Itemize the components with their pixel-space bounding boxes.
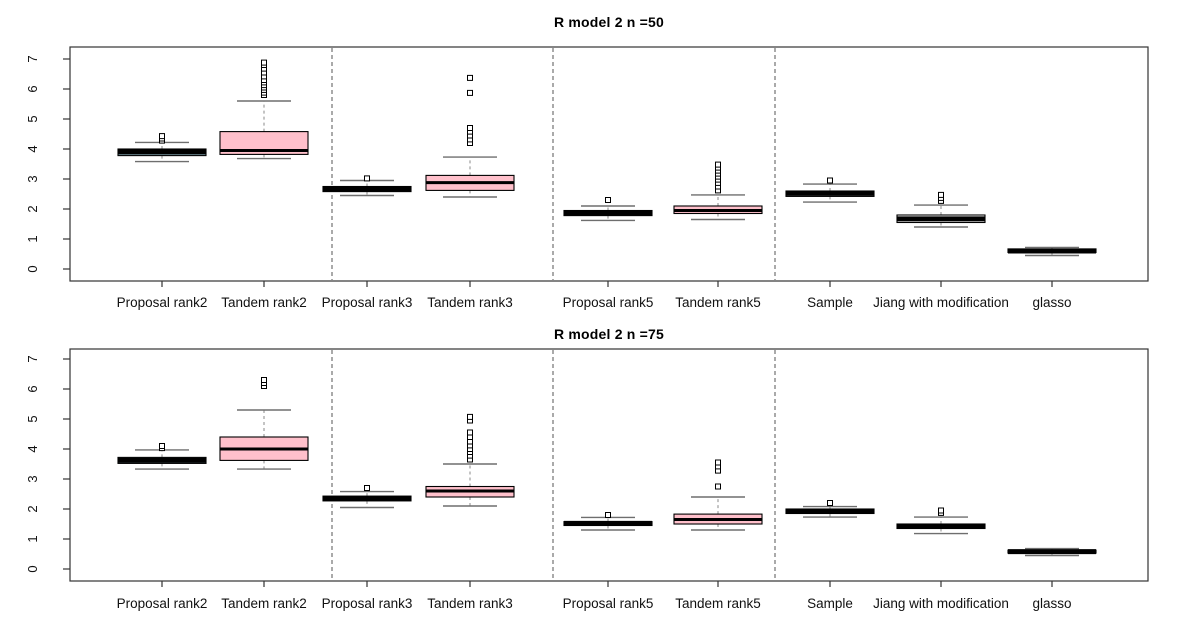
outlier-point [467,89,473,96]
x-category-label: Jiang with modification [873,596,1009,611]
box-proposal-rank2: Proposal rank2 [117,443,208,611]
box-tandem-rank2: Tandem rank2 [219,377,309,611]
outlier-point [715,483,721,490]
x-category-label: Jiang with modification [873,295,1009,310]
y-tick-label: 6 [25,385,40,392]
outlier-point [159,443,165,449]
y-tick-label: 3 [25,175,40,182]
x-category-label: Tandem rank2 [221,596,307,611]
x-category-label: Proposal rank5 [563,596,654,611]
box-tandem-rank3: Tandem rank3 [425,413,515,611]
x-category-label: Tandem rank5 [675,295,761,310]
outlier-point [938,191,944,198]
box-tandem-rank5: Tandem rank5 [673,161,763,310]
y-tick-label: 7 [25,55,40,62]
box-proposal-rank2: Proposal rank2 [117,133,208,310]
plot-border [69,46,1149,282]
y-tick-label: 3 [25,475,40,482]
outlier-point [467,429,473,436]
x-category-label: Tandem rank2 [221,295,307,310]
x-category-label: glasso [1032,295,1071,310]
y-tick-label: 4 [25,445,40,452]
outlier-point [467,74,473,81]
y-tick-label: 6 [25,85,40,92]
y-tick-label: 2 [25,205,40,212]
y-tick-label: 1 [25,535,40,542]
box-glasso: glasso [1007,246,1097,310]
x-category-label: Proposal rank5 [563,295,654,310]
outlier-point [938,507,944,514]
iqr-box [219,131,309,155]
outlier-point [261,377,267,383]
x-category-label: Sample [807,295,853,310]
x-category-label: glasso [1032,596,1071,611]
box-proposal-rank3: Proposal rank3 [322,175,413,310]
box-glasso: glasso [1007,547,1097,611]
box-tandem-rank5: Tandem rank5 [673,459,763,611]
x-category-label: Proposal rank3 [322,295,413,310]
outlier-point [364,485,370,491]
box-tandem-rank3: Tandem rank3 [425,74,515,310]
y-tick-label: 0 [25,265,40,272]
box-jiang-with-modification: Jiang with modification [873,507,1009,611]
plot-border [69,348,1149,582]
box-sample: Sample [785,500,875,611]
outlier-point [159,133,165,140]
x-category-label: Proposal rank2 [117,596,208,611]
x-category-label: Tandem rank5 [675,596,761,611]
x-category-label: Proposal rank3 [322,596,413,611]
x-category-label: Proposal rank2 [117,295,208,310]
box-jiang-with-modification: Jiang with modification [873,191,1009,310]
outlier-point [715,161,721,168]
y-tick-label: 7 [25,355,40,362]
box-tandem-rank2: Tandem rank2 [219,59,309,310]
outlier-point [827,177,833,184]
outlier-point [605,197,611,203]
y-tick-label: 5 [25,115,40,122]
outlier-point [467,125,473,131]
y-tick-label: 0 [25,565,40,572]
plot-title-n75: R model 2 n =75 [554,326,664,342]
outlier-point [605,512,611,518]
plot-title-n50: R model 2 n =50 [554,14,664,30]
y-tick-label: 4 [25,145,40,152]
outlier-point [827,500,833,506]
box-proposal-rank5: Proposal rank5 [563,512,654,611]
y-tick-label: 1 [25,235,40,242]
y-tick-label: 5 [25,415,40,422]
outlier-point [467,413,473,420]
box-sample: Sample [785,177,875,310]
box-proposal-rank5: Proposal rank5 [563,197,654,310]
x-category-label: Tandem rank3 [427,295,513,310]
outlier-point [364,175,370,182]
x-category-label: Tandem rank3 [427,596,513,611]
box-proposal-rank3: Proposal rank3 [322,485,413,611]
x-category-label: Sample [807,596,853,611]
panel-1: 0 1 2 3 4 5 6 7 Proposal rank2 Tandem rank2 Propos… [25,348,1149,611]
outlier-point [261,59,267,66]
panel-0: 0 1 2 3 4 5 6 7 Proposal rank2 Tandem rank2 Propos… [25,46,1149,310]
outlier-point [715,459,721,466]
y-tick-label: 2 [25,505,40,512]
